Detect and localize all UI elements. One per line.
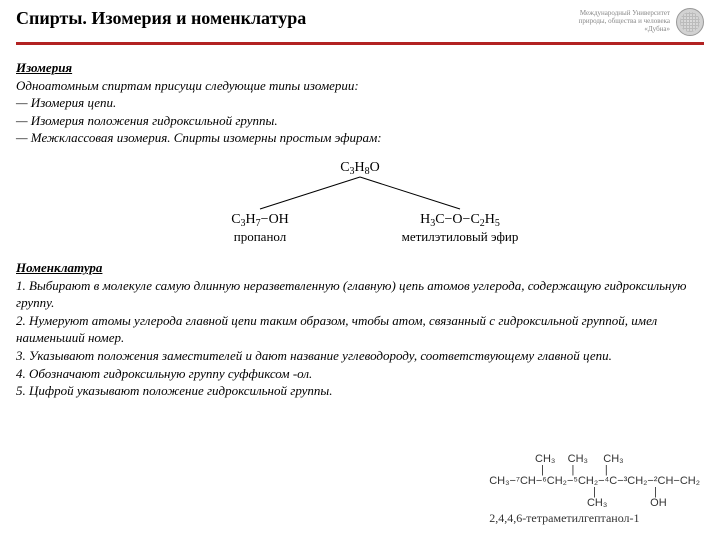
- isomerism-item: — Изомерия положения гидроксильной групп…: [16, 112, 704, 130]
- top-formula: C3H8O: [340, 160, 380, 177]
- nomenclature-item: 2. Нумеруют атомы углерода главной цепи …: [16, 312, 704, 347]
- left-label: пропанол: [234, 229, 287, 244]
- nomenclature-item: 3. Указывают положения заместителей и да…: [16, 347, 704, 365]
- structure-formula: CH₃ CH₃ CH₃ | | | CH₃−⁷CH−⁶CH₂−⁵CH₂−⁴C−³…: [489, 454, 700, 526]
- isomerism-block: Изомерия Одноатомным спиртам присущи сле…: [16, 59, 704, 147]
- isomer-diagram: C3H8O C3H7−OH пропанол H3C−O−C2H5 метилэ…: [16, 157, 704, 252]
- isomerism-intro: Одноатомным спиртам присущи следующие ти…: [16, 77, 704, 95]
- header: Спирты. Изомерия и номенклатура Междунар…: [0, 0, 720, 40]
- struct-bottom: CH₃ OH: [489, 498, 700, 509]
- nomenclature-item: 5. Цифрой указывают положение гидроксиль…: [16, 382, 704, 400]
- isomerism-item: — Изомерия цепи.: [16, 94, 704, 112]
- globe-icon: [676, 8, 704, 36]
- nomenclature-item: 4. Обозначают гидроксильную группу суффи…: [16, 365, 704, 383]
- page-title: Спирты. Изомерия и номенклатура: [16, 8, 306, 29]
- branch-line-right: [360, 177, 460, 209]
- content: Изомерия Одноатомным спиртам присущи сле…: [0, 45, 720, 400]
- right-formula: H3C−O−C2H5: [420, 212, 500, 229]
- nomenclature-item: 1. Выбирают в молекуле самую длинную нер…: [16, 277, 704, 312]
- structure-caption: 2,4,4,6-тетраметилгептанол-1: [489, 511, 700, 526]
- isomerism-item: — Межклассовая изомерия. Спирты изомерны…: [16, 129, 704, 147]
- branch-svg: C3H8O C3H7−OH пропанол H3C−O−C2H5 метилэ…: [180, 157, 540, 247]
- left-formula: C3H7−OH: [231, 212, 289, 229]
- nomenclature-block: Номенклатура 1. Выбирают в молекуле саму…: [16, 259, 704, 399]
- isomerism-heading: Изомерия: [16, 59, 704, 77]
- nomenclature-heading: Номенклатура: [16, 259, 704, 277]
- logo-area: Международный Университет природы, общес…: [560, 8, 704, 36]
- right-label: метилэтиловый эфир: [402, 229, 519, 244]
- logo-text: Международный Университет природы, общес…: [560, 10, 670, 33]
- branch-line-left: [260, 177, 360, 209]
